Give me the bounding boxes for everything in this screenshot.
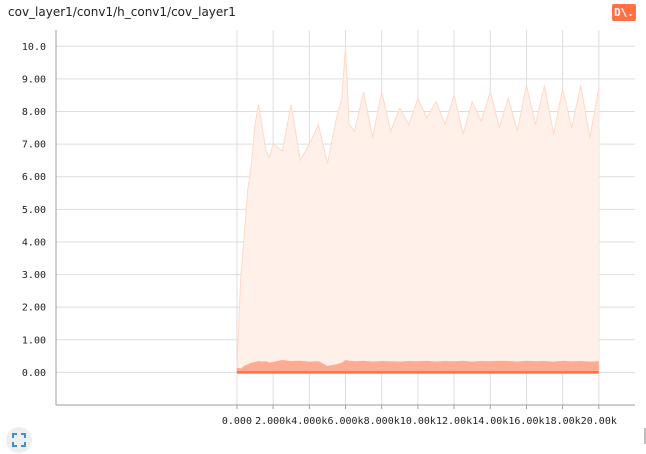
series-layer [236, 46, 600, 374]
y-tick-label: 9.00 [22, 74, 46, 85]
expand-icon [12, 433, 26, 447]
tick-label-layer: 0.00 1.00 2.00 3.00 4.00 5.00 6.00 7.00 8.00 9.00… [22, 42, 617, 427]
y-tick-label: 7.00 [22, 140, 46, 151]
envelope-area [236, 46, 599, 373]
inner-band-area [236, 360, 599, 373]
y-tick-label: 0.00 [22, 368, 46, 379]
y-tick-label: 2.00 [22, 303, 46, 314]
y-tick-label: 6.00 [22, 172, 46, 183]
chart-title: cov_layer1/conv1/h_conv1/cov_layer1 [8, 5, 236, 19]
x-tick-label: 4.000k [291, 416, 327, 427]
x-tick-label: 6.000k [327, 416, 363, 427]
x-tick-label: 14.00k [472, 416, 508, 427]
x-tick-label: 12.00k [436, 416, 472, 427]
x-tick-label: 18.00k [545, 416, 581, 427]
x-tick-label: 20.00k [581, 416, 617, 427]
toggle-data-button[interactable]: D\. [612, 4, 636, 21]
scroll-edge-indicator [644, 428, 646, 444]
y-tick-label: 8.00 [22, 107, 46, 118]
y-tick-label: 1.00 [22, 335, 46, 346]
x-tick-label: 16.00k [508, 416, 544, 427]
x-tick-label: 8.000k [364, 416, 400, 427]
expand-chart-button[interactable] [6, 427, 32, 453]
y-tick-label: 10.0 [22, 42, 46, 53]
y-tick-label: 4.00 [22, 237, 46, 248]
x-tick-label: 2.000k [255, 416, 291, 427]
axis-layer [55, 30, 635, 409]
y-tick-label: 5.00 [22, 205, 46, 216]
x-tick-label: 10.00k [400, 416, 436, 427]
y-tick-label: 3.00 [22, 270, 46, 281]
envelope-line [236, 46, 600, 370]
x-tick-label: 0.000 [222, 416, 252, 427]
